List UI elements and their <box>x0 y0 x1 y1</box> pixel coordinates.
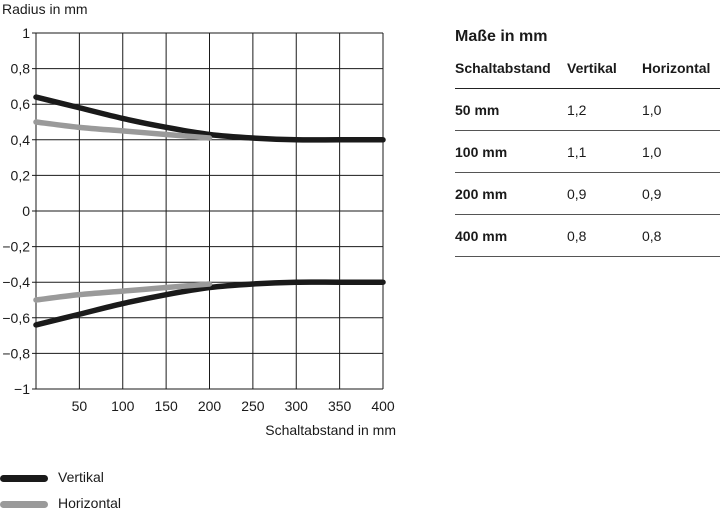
series-line-horizontal <box>33 119 213 141</box>
y-tick-label: −0,4 <box>2 274 30 290</box>
series-line-horizontal <box>33 281 213 303</box>
x-tick-label: 200 <box>198 398 222 414</box>
y-tick-label: −0,2 <box>2 239 30 255</box>
header-horizontal: Horizontal <box>642 60 720 89</box>
chart-ticks: 50 100 150 200 250 300 350 400 1 0,8 0,6 0,4 0,2 0 −0,… <box>2 25 395 414</box>
series-line-vertikal <box>33 94 386 143</box>
series-line-vertikal <box>33 279 386 328</box>
x-tick-label: 100 <box>111 398 135 414</box>
table-row: 100 mm 1,1 1,0 <box>455 130 720 173</box>
y-tick-label: 0,4 <box>11 132 31 148</box>
legend-label-vertikal: Vertikal <box>58 469 104 485</box>
cell-schaltabstand: 100 mm <box>455 130 567 173</box>
cell-vertikal: 0,9 <box>567 172 642 215</box>
x-tick-label: 300 <box>285 398 309 414</box>
x-tick-label: 250 <box>241 398 265 414</box>
cell-schaltabstand: 50 mm <box>455 88 567 131</box>
dimensions-table: Schaltabstand Vertikal Horizontal 50 mm … <box>455 60 720 257</box>
table-header-row: Schaltabstand Vertikal Horizontal <box>455 60 720 89</box>
x-axis-label: Schaltabstand in mm <box>265 422 396 438</box>
table-row: 200 mm 0,9 0,9 <box>455 172 720 215</box>
y-tick-label: −0,6 <box>2 310 30 326</box>
header-vertikal: Vertikal <box>567 60 642 89</box>
legend-swatch-horizontal <box>0 501 48 508</box>
table-title: Maße in mm <box>455 28 548 45</box>
x-tick-label: 400 <box>371 398 395 414</box>
y-tick-label: −1 <box>14 381 30 397</box>
x-tick-label: 50 <box>72 398 88 414</box>
chart-series <box>33 94 386 328</box>
y-tick-label: 0,6 <box>11 96 31 112</box>
legend-swatch-vertikal <box>0 475 48 482</box>
cell-horizontal: 0,8 <box>642 214 720 257</box>
cell-schaltabstand: 400 mm <box>455 214 567 257</box>
x-tick-label: 350 <box>328 398 352 414</box>
cell-horizontal: 1,0 <box>642 88 720 131</box>
table-row: 400 mm 0,8 0,8 <box>455 214 720 257</box>
table-row: 50 mm 1,2 1,0 <box>455 88 720 131</box>
chart-grid <box>32 32 384 390</box>
y-tick-label: 0,2 <box>11 167 31 183</box>
y-tick-label: 1 <box>22 25 30 41</box>
dimensions-table-panel: Maße in mm Schaltabstand Vertikal Horizo… <box>455 26 720 257</box>
y-tick-label: 0,8 <box>11 61 31 77</box>
cell-schaltabstand: 200 mm <box>455 172 567 215</box>
header-schaltabstand: Schaltabstand <box>455 60 567 89</box>
cell-vertikal: 1,1 <box>567 130 642 173</box>
legend-label-horizontal: Horizontal <box>58 495 122 511</box>
cell-horizontal: 0,9 <box>642 172 720 215</box>
y-axis-label: Radius in mm <box>2 1 88 17</box>
x-tick-label: 150 <box>154 398 178 414</box>
cell-horizontal: 1,0 <box>642 130 720 173</box>
cell-vertikal: 0,8 <box>567 214 642 257</box>
y-tick-label: −0,8 <box>2 345 30 361</box>
y-tick-label: 0 <box>22 203 30 219</box>
cell-vertikal: 1,2 <box>567 88 642 131</box>
